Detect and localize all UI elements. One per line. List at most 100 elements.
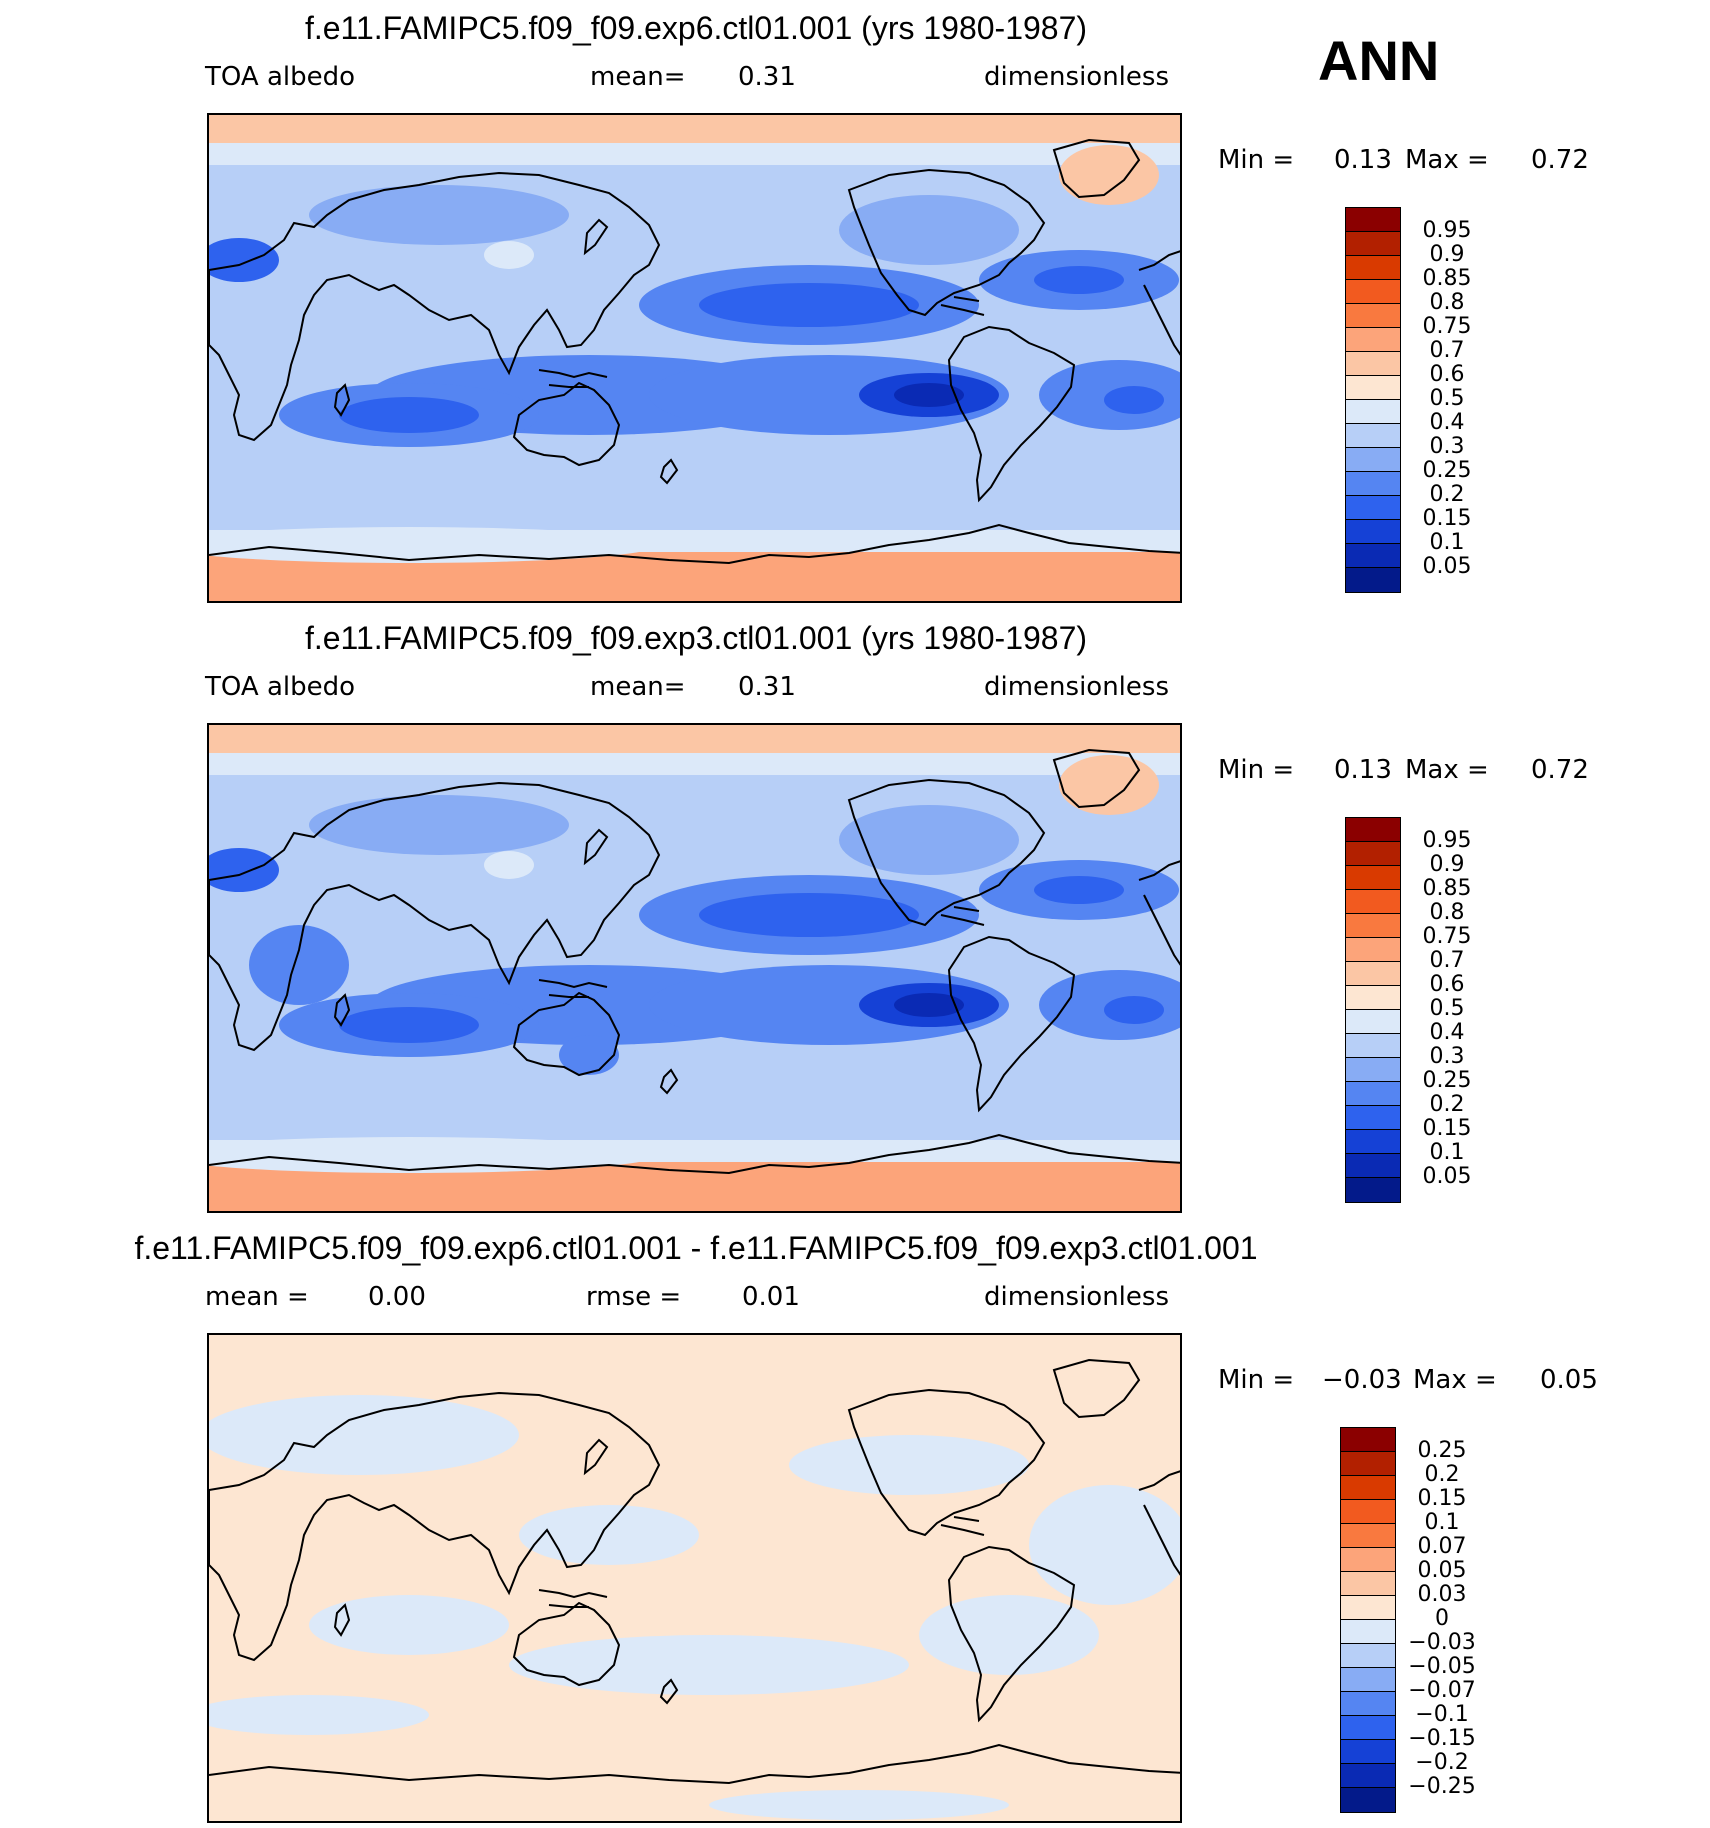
colorbar-swatch [1341,1548,1395,1572]
colorbar-swatch [1346,208,1400,232]
colorbar-swatches [1340,1427,1396,1813]
colorbar-swatch [1341,1596,1395,1620]
colorbar-swatch [1341,1716,1395,1740]
colorbar-swatch [1346,842,1400,866]
panel-subtitle-left: TOA albedo [205,62,356,92]
colorbar-swatch [1346,256,1400,280]
colorbar-swatch [1346,472,1400,496]
colorbar-label: 0 [1435,1606,1449,1631]
colorbar-swatch [1346,986,1400,1010]
colorbar-label: 0.25 [1417,1438,1467,1463]
panel-subtitle-mid-label: rmse = [586,1282,682,1312]
colorbar-swatch [1341,1620,1395,1644]
colorbar-swatch [1346,890,1400,914]
colorbar-label: 0.1 [1424,1510,1460,1535]
min-value: −0.03 [1322,1365,1402,1395]
colorbar-swatch [1341,1572,1395,1596]
colorbar-label: −0.07 [1408,1678,1476,1703]
colorbar-swatch [1346,962,1400,986]
world-map [207,723,1182,1213]
colorbar-label: −0.15 [1408,1726,1476,1751]
panel-3: f.e11.FAMIPC5.f09_f09.exp6.ctl01.001 - f… [0,1220,1710,1828]
colorbar-label: 0.15 [1422,1116,1472,1141]
colorbar-swatch [1341,1452,1395,1476]
panel-subtitle-units: dimensionless [984,1282,1169,1312]
colorbar-label: 0.6 [1429,362,1465,387]
colorbar-label: 0.3 [1429,434,1465,459]
colorbar-swatch [1346,280,1400,304]
colorbar-label: 0.6 [1429,972,1465,997]
colorbar-swatch [1346,544,1400,568]
min-label: Min = [1218,755,1295,785]
colorbar-swatch [1346,376,1400,400]
colorbar-label: 0.9 [1429,242,1465,267]
panel-subtitle-left-value: 0.00 [368,1282,426,1312]
world-map [207,1333,1182,1823]
colorbar-label: 0.25 [1422,458,1472,483]
colorbar-label: −0.05 [1408,1654,1476,1679]
colorbar-swatch [1346,1130,1400,1154]
colorbar-swatch [1341,1428,1395,1452]
max-value: 0.05 [1540,1365,1598,1395]
colorbar-label: 0.5 [1429,996,1465,1021]
colorbar-label: 0.07 [1417,1534,1467,1559]
colorbar-swatch [1346,1106,1400,1130]
colorbar-label: 0.9 [1429,852,1465,877]
colorbar-swatch [1346,938,1400,962]
colorbar-swatch [1341,1500,1395,1524]
colorbar-label: −0.25 [1408,1774,1476,1799]
colorbar-swatch [1346,496,1400,520]
colorbar-swatch [1341,1764,1395,1788]
colorbar-swatch [1346,424,1400,448]
colorbar-label: 0.75 [1422,924,1472,949]
colorbar-swatches [1345,817,1401,1203]
colorbar-swatch [1346,352,1400,376]
panel-subtitle-mid-label: mean= [590,672,686,702]
colorbar-label: 0.95 [1422,828,1472,853]
colorbar-label: 0.4 [1429,410,1465,435]
colorbar-swatch [1341,1668,1395,1692]
max-value: 0.72 [1531,755,1589,785]
colorbar-swatch [1341,1644,1395,1668]
max-label: Max = [1413,1365,1497,1395]
panel-subtitle-left: mean = [205,1282,309,1312]
colorbar-label: 0.3 [1429,1044,1465,1069]
colorbar-swatch [1346,914,1400,938]
colorbar-label: 0.75 [1422,314,1472,339]
min-value: 0.13 [1334,755,1392,785]
panel-subtitle-mid-label: mean= [590,62,686,92]
colorbar-label: 0.2 [1424,1462,1460,1487]
colorbar-label: 0.05 [1422,1164,1472,1189]
colorbar-label: 0.7 [1429,338,1465,363]
panel-title: f.e11.FAMIPC5.f09_f09.exp6.ctl01.001 - f… [134,1230,1258,1266]
colorbar-swatch [1341,1476,1395,1500]
colorbar-label: 0.95 [1422,218,1472,243]
colorbar-label: −0.03 [1408,1630,1476,1655]
panel-subtitle-units: dimensionless [984,62,1169,92]
colorbar-label: 0.2 [1429,1092,1465,1117]
colorbar-swatch [1346,1034,1400,1058]
colorbar-label: 0.8 [1429,290,1465,315]
colorbar-swatch [1346,1010,1400,1034]
colorbar-swatch [1346,304,1400,328]
colorbar-label: 0.85 [1422,876,1472,901]
colorbar-swatch [1346,328,1400,352]
colorbar-label: 0.5 [1429,386,1465,411]
colorbar-swatch [1346,866,1400,890]
colorbar-swatch [1346,1082,1400,1106]
panel-title: f.e11.FAMIPC5.f09_f09.exp3.ctl01.001 (yr… [304,620,1088,656]
colorbar-label: 0.15 [1422,506,1472,531]
min-value: 0.13 [1334,145,1392,175]
colorbar-swatch [1341,1788,1395,1812]
colorbar-label: 0.05 [1422,554,1472,579]
colorbar-label: 0.2 [1429,482,1465,507]
colorbar-label: 0.25 [1422,1068,1472,1093]
colorbar-label: 0.7 [1429,948,1465,973]
colorbar-label: 0.8 [1429,900,1465,925]
colorbar-label: 0.05 [1417,1558,1467,1583]
colorbar-swatch [1346,520,1400,544]
min-label: Min = [1218,145,1295,175]
panel-subtitle-mid-value: 0.01 [742,1282,800,1312]
max-label: Max = [1405,145,1489,175]
colorbar-swatch [1346,568,1400,592]
